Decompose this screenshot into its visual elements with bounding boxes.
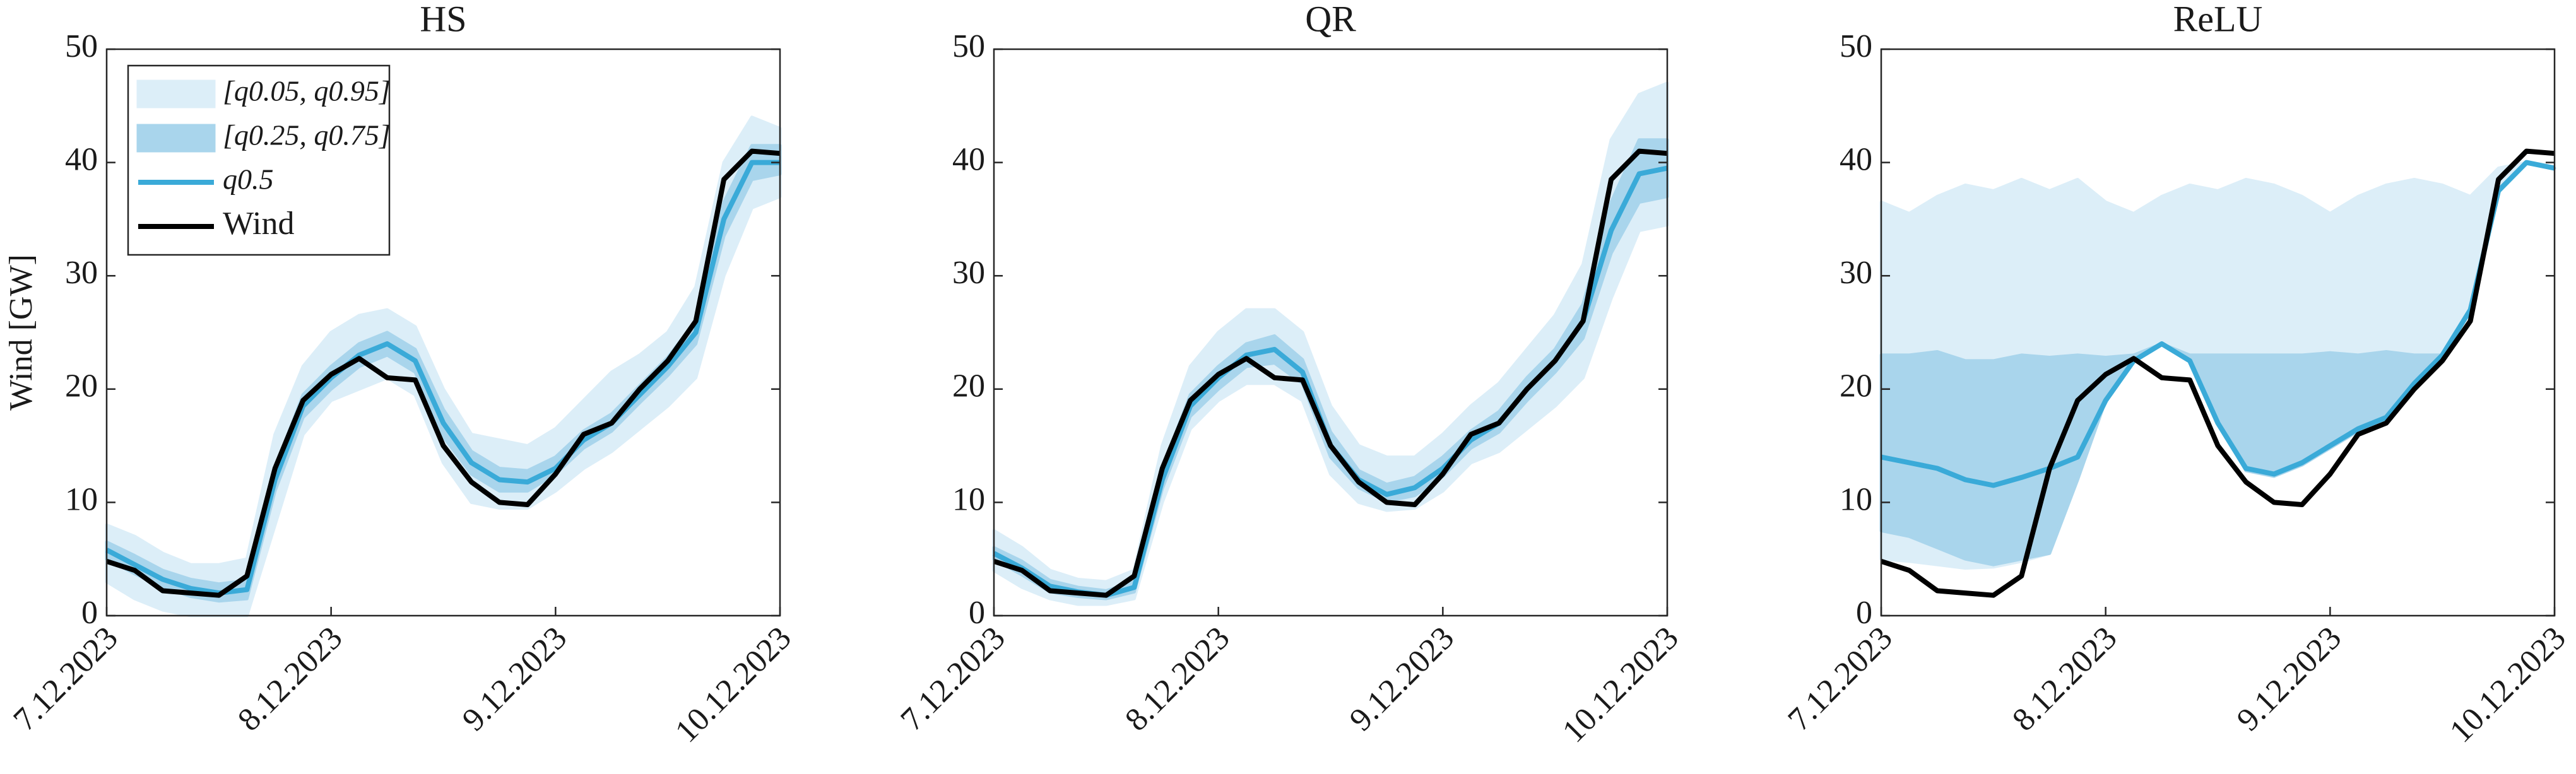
legend-swatch bbox=[136, 124, 216, 153]
legend-label: [q0.05, q0.95] bbox=[223, 75, 391, 107]
series-line bbox=[105, 148, 781, 598]
y-axis-label: Wind [GW] bbox=[3, 254, 39, 411]
x-tick-label: 8.12.2023 bbox=[1118, 620, 1236, 738]
x-tick-label: 9.12.2023 bbox=[2230, 620, 2348, 738]
legend: [q0.05, q0.95] [q0.25, q0.75] q0.5 Wind bbox=[127, 64, 391, 256]
y-tick-label: 30 bbox=[952, 255, 985, 291]
y-tick-label: 20 bbox=[952, 368, 985, 404]
y-tick-label: 50 bbox=[952, 28, 985, 64]
legend-label: [q0.25, q0.75] bbox=[223, 119, 391, 151]
y-tick-label: 30 bbox=[65, 255, 98, 291]
panel-title: HS bbox=[420, 0, 466, 39]
panel-title: QR bbox=[1305, 0, 1356, 39]
x-tick-label: 10.12.2023 bbox=[1556, 620, 1686, 750]
y-tick-label: 0 bbox=[1856, 595, 1872, 631]
x-tick-label: 7.12.2023 bbox=[894, 620, 1012, 738]
x-tick-label: 7.12.2023 bbox=[1781, 620, 1900, 738]
y-tick-label: 30 bbox=[1840, 255, 1872, 291]
y-tick-label: 50 bbox=[65, 28, 98, 64]
axes-frame bbox=[993, 48, 1669, 617]
x-tick-label: 10.12.2023 bbox=[2443, 620, 2573, 750]
x-tick-label: 9.12.2023 bbox=[1343, 620, 1461, 738]
y-tick-label: 10 bbox=[1840, 481, 1872, 517]
y-tick-label: 20 bbox=[65, 368, 98, 404]
y-tick-label: 10 bbox=[952, 481, 985, 517]
series-line bbox=[1880, 148, 2555, 598]
y-tick-label: 40 bbox=[952, 142, 985, 178]
legend-swatch bbox=[136, 79, 216, 108]
y-tick-label: 0 bbox=[969, 595, 985, 631]
series-line bbox=[1881, 160, 2555, 488]
x-tick-label: 7.12.2023 bbox=[7, 620, 125, 738]
y-tick-label: 20 bbox=[1840, 368, 1872, 404]
y-tick-label: 10 bbox=[65, 481, 98, 517]
x-tick-label: 8.12.2023 bbox=[231, 620, 349, 738]
x-tick-label: 8.12.2023 bbox=[2006, 620, 2124, 738]
y-tick-label: 40 bbox=[1840, 142, 1872, 178]
y-tick-label: 40 bbox=[65, 142, 98, 178]
y-tick-label: 50 bbox=[1840, 28, 1872, 64]
series-line bbox=[993, 148, 1668, 598]
x-tick-label: 9.12.2023 bbox=[456, 620, 574, 738]
legend-label: q0.5 bbox=[223, 163, 274, 196]
axes-frame bbox=[105, 48, 781, 617]
panel-title: ReLU bbox=[2173, 0, 2263, 39]
axes-frame bbox=[1880, 48, 2556, 617]
y-tick-label: 0 bbox=[81, 595, 98, 631]
x-tick-label: 10.12.2023 bbox=[668, 620, 798, 750]
legend-label: Wind bbox=[223, 206, 294, 242]
